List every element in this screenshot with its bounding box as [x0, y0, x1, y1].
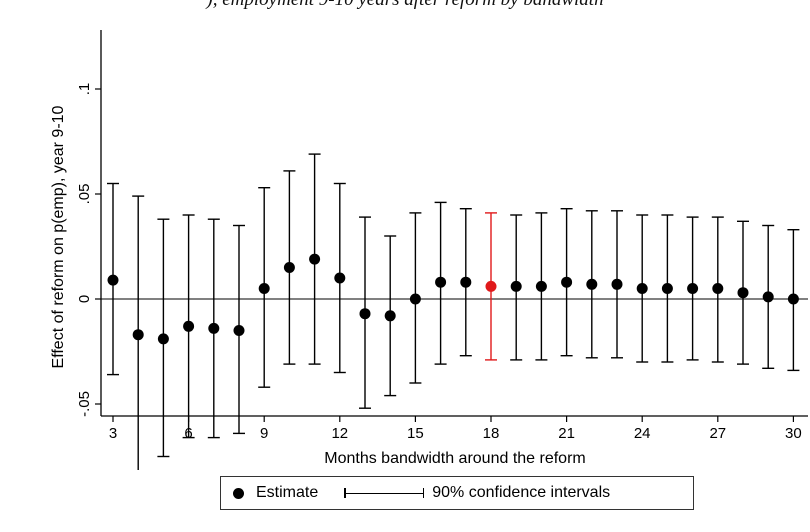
estimate-point — [258, 283, 270, 294]
estimate-point — [762, 291, 774, 303]
estimate-point — [132, 329, 144, 341]
legend-ci-label: 90% confidence intervals — [432, 484, 611, 501]
estimate-point — [611, 278, 623, 290]
estimate-point — [208, 322, 220, 334]
chart-header-fragment: ), employment 9-10 years after reform by… — [0, 0, 810, 11]
y-tick-label: .1 — [76, 83, 93, 96]
estimate-point — [561, 276, 573, 288]
estimate-point — [435, 276, 447, 288]
estimate-point — [409, 293, 421, 305]
estimate-point — [661, 283, 673, 294]
estimate-point — [107, 274, 119, 286]
axes: -.1-.050.05.1.15.2.2536912151821242730 — [76, 30, 808, 442]
chart: -.1-.050.05.1.15.2.2536912151821242730 E… — [50, 30, 808, 470]
estimate-point — [309, 253, 321, 265]
x-tick-label: 27 — [709, 425, 726, 442]
legend-estimate-label: Estimate — [256, 484, 319, 501]
x-tick-label: 18 — [483, 425, 500, 442]
y-tick-label: .05 — [76, 184, 93, 205]
estimate-point — [359, 308, 371, 320]
x-tick-label: 3 — [109, 425, 117, 442]
estimate-point — [586, 278, 598, 290]
estimate-point — [485, 280, 497, 292]
legend-estimate-marker — [233, 487, 244, 499]
estimate-point — [183, 320, 195, 332]
x-tick-label: 30 — [785, 425, 802, 442]
estimate-point — [787, 293, 799, 305]
estimate-point — [535, 280, 547, 292]
legend-ci-marker — [344, 486, 425, 500]
estimate-point — [157, 333, 169, 345]
chart-marks — [107, 153, 800, 470]
x-tick-label: 12 — [331, 425, 348, 442]
x-tick-label: 24 — [634, 425, 651, 442]
y-tick-label: -.05 — [76, 391, 93, 417]
y-tick-label: 0 — [76, 295, 93, 303]
estimate-point — [636, 283, 648, 294]
estimate-point — [737, 287, 749, 299]
estimate-point — [233, 325, 245, 336]
estimate-point — [712, 283, 724, 294]
estimate-point — [283, 262, 295, 273]
x-tick-label: 9 — [260, 425, 268, 442]
y-axis-title: Effect of reform on p(emp), year 9-10 — [50, 105, 67, 368]
estimate-point — [384, 310, 396, 322]
x-tick-label: 21 — [558, 425, 575, 442]
legend: Estimate 90% confidence intervals — [220, 476, 694, 510]
estimate-point — [334, 272, 346, 284]
estimate-point — [510, 280, 522, 292]
estimate-point — [687, 283, 699, 294]
x-axis-title: Months bandwidth around the reform — [324, 450, 585, 467]
estimate-point — [460, 276, 472, 288]
x-tick-label: 15 — [407, 425, 424, 442]
